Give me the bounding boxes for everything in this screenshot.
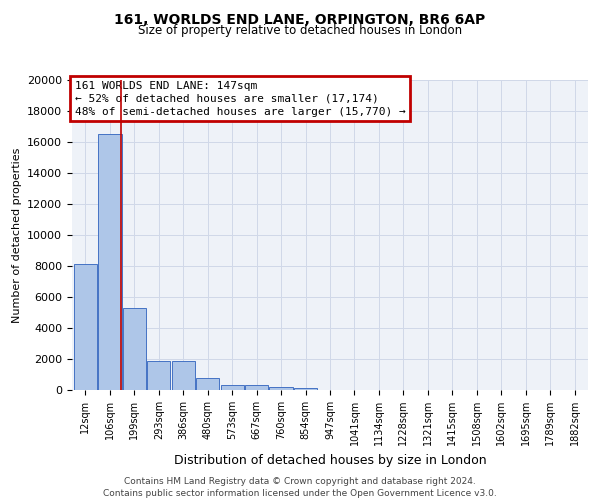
Text: 161, WORLDS END LANE, ORPINGTON, BR6 6AP: 161, WORLDS END LANE, ORPINGTON, BR6 6AP bbox=[115, 12, 485, 26]
Bar bbox=[196, 378, 220, 390]
Bar bbox=[269, 387, 293, 390]
Y-axis label: Number of detached properties: Number of detached properties bbox=[11, 148, 22, 322]
Bar bbox=[98, 134, 122, 390]
Text: Contains HM Land Registry data © Crown copyright and database right 2024.
Contai: Contains HM Land Registry data © Crown c… bbox=[103, 476, 497, 498]
Bar bbox=[147, 362, 170, 390]
Bar bbox=[245, 386, 268, 390]
Bar bbox=[294, 388, 317, 390]
Bar bbox=[74, 264, 97, 390]
Bar bbox=[123, 308, 146, 390]
X-axis label: Distribution of detached houses by size in London: Distribution of detached houses by size … bbox=[173, 454, 487, 466]
Text: 161 WORLDS END LANE: 147sqm
← 52% of detached houses are smaller (17,174)
48% of: 161 WORLDS END LANE: 147sqm ← 52% of det… bbox=[74, 80, 406, 117]
Bar bbox=[221, 384, 244, 390]
Text: Size of property relative to detached houses in London: Size of property relative to detached ho… bbox=[138, 24, 462, 37]
Bar bbox=[172, 362, 195, 390]
